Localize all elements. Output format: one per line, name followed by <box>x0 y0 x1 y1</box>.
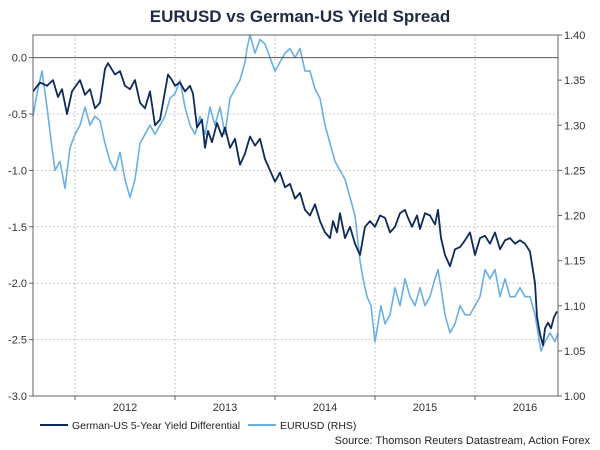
source-note: Source: Thomson Reuters Datastream, Acti… <box>335 435 591 447</box>
grid-lines <box>33 35 558 397</box>
left-tick-label: -1.5 <box>8 222 27 234</box>
right-tick-label: 1.40 <box>564 30 585 42</box>
left-tick-label: -3.0 <box>8 391 27 403</box>
right-tick-label: 1.00 <box>564 391 585 403</box>
legend-label: German-US 5-Year Yield Differential <box>72 420 240 432</box>
left-axis: 0.0 -0.5 -1.0 -1.5 -2.0 -2.5 -3.0 <box>8 53 33 403</box>
right-tick-label: 1.30 <box>564 120 585 132</box>
x-tick-label: 2012 <box>113 402 137 414</box>
right-tick-label: 1.20 <box>564 211 585 223</box>
left-tick-label: -0.5 <box>8 109 27 121</box>
legend-label: EURUSD (RHS) <box>280 420 356 432</box>
left-tick-label: -1.0 <box>8 165 27 177</box>
left-tick-label: 0.0 <box>12 53 27 65</box>
x-tick-label: 2014 <box>313 402 337 414</box>
legend: German-US 5-Year Yield Differential EURUS… <box>40 420 356 432</box>
series-lines <box>32 34 559 352</box>
series-line-yield-differential <box>32 62 558 347</box>
right-tick-label: 1.05 <box>564 346 585 358</box>
right-tick-label: 1.10 <box>564 301 585 313</box>
left-tick-label: -2.5 <box>8 335 27 347</box>
x-tick-label: 2015 <box>413 402 437 414</box>
right-tick-label: 1.25 <box>564 165 585 177</box>
x-tick-label: 2016 <box>513 402 537 414</box>
right-tick-label: 1.35 <box>564 75 585 87</box>
plot-area <box>32 34 559 397</box>
series-line-eurusd <box>32 34 559 352</box>
x-axis: 2012 2013 2014 2015 2016 <box>74 396 537 414</box>
x-tick-label: 2013 <box>213 402 237 414</box>
right-tick-label: 1.15 <box>564 256 585 268</box>
chart-title: EURUSD vs German-US Yield Spread <box>150 7 450 26</box>
left-tick-label: -2.0 <box>8 278 27 290</box>
right-axis: 1.40 1.35 1.30 1.25 1.20 1.15 1.10 1.05 1.00 <box>558 30 585 403</box>
